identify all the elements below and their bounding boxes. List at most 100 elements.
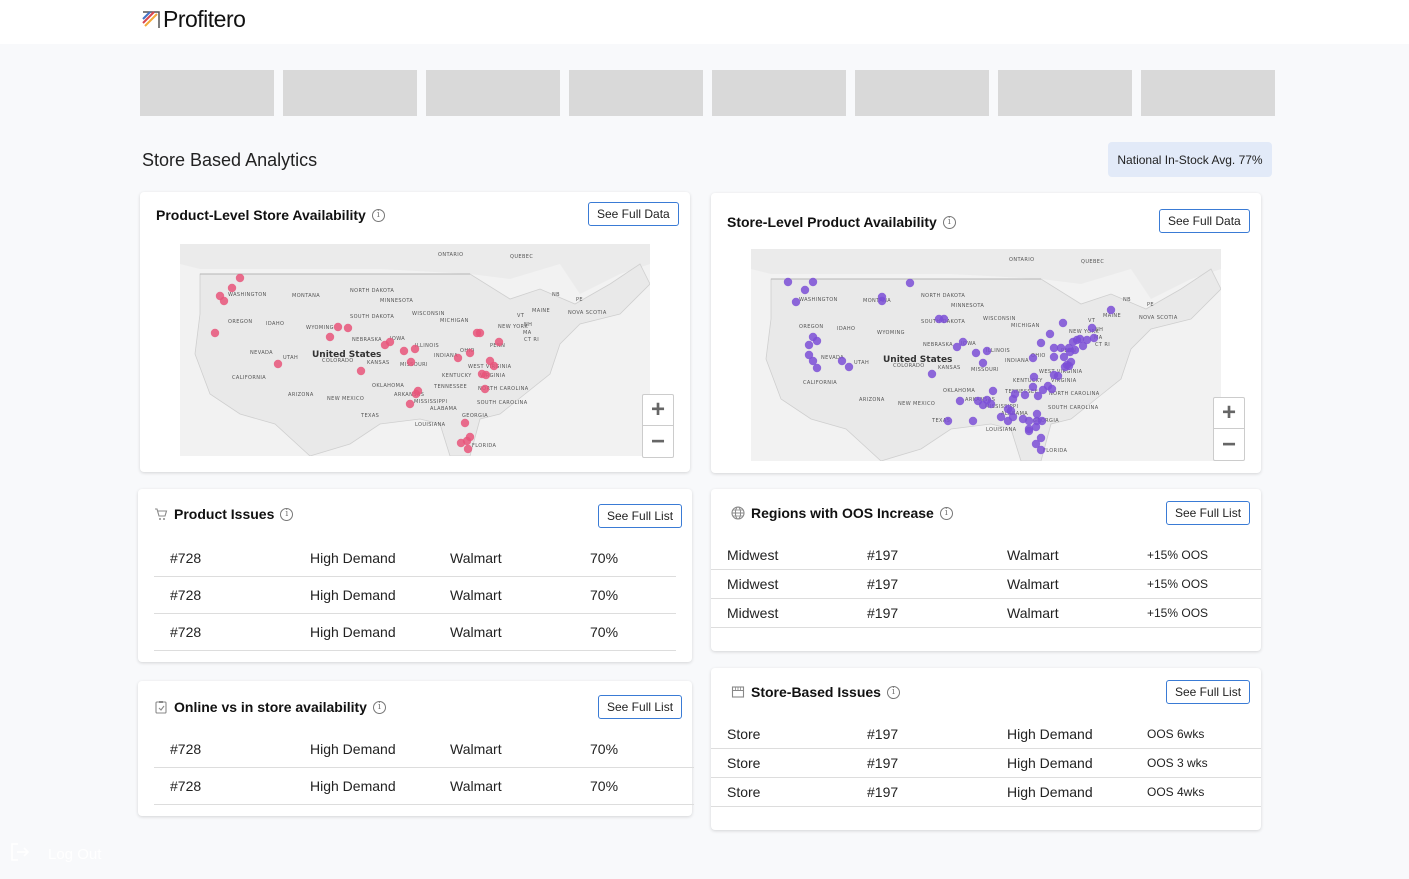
us-landmass — [765, 268, 1221, 461]
map-state-label: NOVA SCOTIA — [568, 310, 607, 316]
store-marker — [1036, 445, 1046, 455]
info-icon[interactable]: i — [280, 507, 294, 521]
map-state-label: CT RI — [1095, 342, 1110, 348]
table-row[interactable]: #728 High Demand Walmart 70% — [154, 540, 676, 577]
product-issues-table: #728 High Demand Walmart 70% #728 High D… — [154, 540, 676, 651]
store-map-card: Store-Level Product Availability i See F… — [711, 193, 1261, 473]
product-id: #728 — [170, 550, 202, 566]
store-marker — [804, 340, 814, 350]
logout-icon — [10, 842, 30, 866]
see-full-list-button[interactable]: See Full List — [1166, 680, 1251, 704]
logout-button[interactable]: Log Out — [10, 842, 101, 866]
map-state-label: OKLAHOMA — [943, 388, 975, 394]
product-availability-map[interactable]: ONTARIO QUEBEC WASHINGTON MONTANA NORTH DAKO… — [180, 244, 650, 456]
store-marker — [399, 346, 409, 356]
map-state-label: MISSISSIPPI — [985, 404, 1018, 410]
store-marker — [1037, 416, 1047, 426]
zoom-in-button[interactable]: + — [643, 395, 673, 426]
store-marker — [227, 283, 237, 293]
zoom-out-button[interactable]: − — [1221, 430, 1236, 458]
store-id: #197 — [867, 784, 899, 800]
map-state-label: NEW MEXICO — [327, 396, 364, 402]
store-marker — [472, 328, 482, 338]
map-state-label: UTAH — [854, 360, 869, 366]
map-state-label: MICHIGAN — [440, 318, 469, 324]
map-state-label: NH — [1095, 327, 1103, 333]
zoom-out-button[interactable]: − — [650, 427, 665, 455]
map-state-label: NORTH DAKOTA — [350, 288, 394, 294]
map-state-label: CT RI — [524, 337, 539, 343]
map-state-label: KENTUCKY — [442, 373, 472, 379]
issue-type: High Demand — [1007, 755, 1093, 771]
store-marker — [1031, 439, 1041, 449]
store-availability-map[interactable]: ONTARIO QUEBEC WASHINGTON MONTANA NORTH DAKO… — [751, 249, 1221, 461]
store-marker — [480, 384, 490, 394]
see-full-list-button[interactable]: See Full List — [598, 695, 683, 719]
info-icon[interactable]: i — [372, 700, 386, 714]
map-state-label: ARIZONA — [288, 392, 314, 398]
info-icon[interactable]: i — [942, 215, 956, 229]
store-marker — [1070, 345, 1080, 355]
table-row[interactable]: Midwest #197 Walmart +15% OOS — [711, 570, 1261, 599]
table-row[interactable]: Midwest #197 Walmart +15% OOS — [711, 599, 1261, 628]
product-id: #728 — [170, 741, 202, 757]
info-icon[interactable]: i — [371, 208, 385, 222]
map-state-label: ARKANSAS — [394, 392, 424, 398]
store-marker — [971, 348, 981, 358]
store-id: #197 — [867, 576, 899, 592]
profitero-logo[interactable]: Profitero — [141, 6, 246, 33]
table-row[interactable]: Store #197 High Demand OOS 3 wks — [711, 749, 1261, 778]
store-marker — [952, 342, 962, 352]
info-icon[interactable]: i — [939, 506, 953, 520]
store-marker — [1008, 394, 1018, 404]
store-marker — [219, 296, 229, 306]
info-icon[interactable]: i — [886, 685, 900, 699]
issue-type: High Demand — [310, 550, 396, 566]
map-state-label: FLORIDA — [1043, 448, 1068, 454]
map-state-label: NORTH CAROLINA — [478, 386, 529, 392]
store-marker — [494, 337, 504, 347]
oos-duration: OOS 6wks — [1147, 727, 1205, 741]
map-state-label: COLORADO — [322, 358, 354, 364]
map-state-label: KANSAS — [367, 360, 390, 366]
table-row[interactable]: Store #197 High Demand OOS 4wks — [711, 778, 1261, 807]
oos-duration: OOS 3 wks — [1147, 756, 1208, 770]
table-row[interactable]: #728 High Demand Walmart 70% — [154, 577, 676, 614]
map-state-label: KANSAS — [938, 365, 961, 371]
store-marker — [411, 389, 421, 399]
store-marker — [1066, 357, 1076, 367]
map-state-label: ILLINOIS — [986, 348, 1010, 354]
map-state-label: CALIFORNIA — [232, 375, 266, 381]
table-row[interactable]: Midwest #197 Walmart +15% OOS — [711, 541, 1261, 570]
store-marker — [905, 278, 915, 288]
store-marker — [410, 344, 420, 354]
table-row[interactable]: #728 High Demand Walmart 70% — [154, 731, 694, 768]
store-marker — [812, 336, 822, 346]
map-state-label: ILLINOIS — [415, 343, 439, 349]
see-full-list-button[interactable]: See Full List — [598, 504, 683, 528]
store-id: #197 — [867, 726, 899, 742]
kpi-placeholder — [283, 70, 417, 116]
store-marker — [1043, 381, 1053, 391]
map-state-label: WASHINGTON — [799, 297, 838, 303]
map-state-label: MISSISSIPPI — [414, 399, 447, 405]
see-full-data-button[interactable]: See Full Data — [588, 202, 679, 226]
store-marker — [837, 356, 847, 366]
zoom-in-button[interactable]: + — [1214, 398, 1244, 429]
see-full-list-button[interactable]: See Full List — [1166, 501, 1251, 525]
region: Midwest — [727, 547, 779, 563]
product-id: #728 — [170, 778, 202, 794]
map-state-label: NEVADA — [250, 350, 273, 356]
map-state-label: WASHINGTON — [228, 292, 267, 298]
table-row[interactable]: Store #197 High Demand OOS 6wks — [711, 720, 1261, 749]
table-row[interactable]: #728 High Demand Walmart 70% — [154, 768, 694, 805]
store-id: #197 — [867, 755, 899, 771]
card-title: Online vs in store availability — [174, 699, 367, 715]
globe-icon — [731, 506, 745, 520]
map-state-label: WYOMING — [877, 330, 905, 336]
see-full-data-button[interactable]: See Full Data — [1159, 209, 1250, 233]
store-issues-table: Store #197 High Demand OOS 6wks Store #1… — [711, 720, 1261, 807]
table-row[interactable]: #728 High Demand Walmart 70% — [154, 614, 676, 651]
product-issues-card: Product Issues i See Full List #728 High… — [138, 489, 692, 662]
map-state-label: NORTH DAKOTA — [921, 293, 965, 299]
